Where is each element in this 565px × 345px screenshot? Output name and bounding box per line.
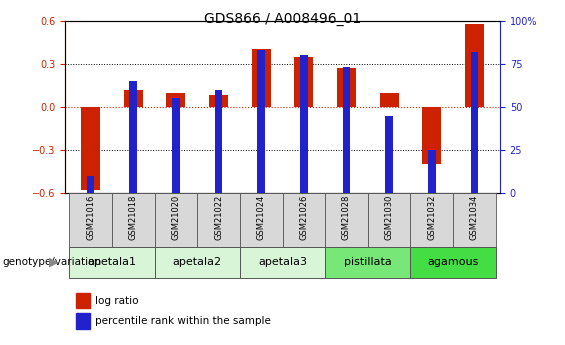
FancyBboxPatch shape xyxy=(325,247,410,278)
Text: GSM21020: GSM21020 xyxy=(171,195,180,240)
Text: log ratio: log ratio xyxy=(95,296,138,306)
FancyBboxPatch shape xyxy=(155,193,197,247)
Text: agamous: agamous xyxy=(427,257,479,267)
FancyBboxPatch shape xyxy=(240,247,325,278)
FancyBboxPatch shape xyxy=(69,193,112,247)
Text: GSM21026: GSM21026 xyxy=(299,195,308,240)
Text: GSM21016: GSM21016 xyxy=(86,195,95,240)
Bar xyxy=(337,68,356,107)
Bar xyxy=(251,49,271,107)
Bar xyxy=(215,90,223,193)
Text: percentile rank within the sample: percentile rank within the sample xyxy=(95,316,271,326)
FancyBboxPatch shape xyxy=(410,247,496,278)
Bar xyxy=(294,57,314,107)
Text: pistillata: pistillata xyxy=(344,257,392,267)
FancyBboxPatch shape xyxy=(112,193,155,247)
Text: GSM21024: GSM21024 xyxy=(257,195,266,240)
Bar xyxy=(385,116,393,193)
Bar xyxy=(380,92,399,107)
Bar xyxy=(81,107,100,190)
FancyBboxPatch shape xyxy=(453,193,496,247)
Text: GSM21034: GSM21034 xyxy=(470,195,479,240)
FancyBboxPatch shape xyxy=(197,193,240,247)
Bar xyxy=(129,81,137,193)
Text: GDS866 / A008496_01: GDS866 / A008496_01 xyxy=(204,12,361,26)
Text: GSM21018: GSM21018 xyxy=(129,195,138,240)
Text: apetala3: apetala3 xyxy=(258,257,307,267)
Bar xyxy=(76,293,90,308)
FancyBboxPatch shape xyxy=(69,247,155,278)
Text: GSM21032: GSM21032 xyxy=(427,195,436,240)
FancyBboxPatch shape xyxy=(410,193,453,247)
Text: apetala2: apetala2 xyxy=(173,257,221,267)
Text: apetala1: apetala1 xyxy=(88,257,136,267)
FancyBboxPatch shape xyxy=(155,247,240,278)
Text: ▶: ▶ xyxy=(49,256,58,269)
Bar xyxy=(465,23,484,107)
Bar xyxy=(342,67,350,193)
Bar xyxy=(428,150,436,193)
Bar xyxy=(76,313,90,329)
FancyBboxPatch shape xyxy=(368,193,410,247)
Bar xyxy=(124,90,143,107)
Bar xyxy=(172,98,180,193)
Bar xyxy=(471,52,478,193)
FancyBboxPatch shape xyxy=(240,193,282,247)
Bar xyxy=(422,107,441,165)
FancyBboxPatch shape xyxy=(325,193,368,247)
Bar xyxy=(209,96,228,107)
Bar xyxy=(257,50,265,193)
Bar xyxy=(166,92,185,107)
Text: genotype/variation: genotype/variation xyxy=(3,257,102,267)
Bar xyxy=(87,176,94,193)
Text: GSM21030: GSM21030 xyxy=(385,195,394,240)
Text: GSM21022: GSM21022 xyxy=(214,195,223,240)
FancyBboxPatch shape xyxy=(282,193,325,247)
Text: GSM21028: GSM21028 xyxy=(342,195,351,240)
Bar xyxy=(300,55,308,193)
